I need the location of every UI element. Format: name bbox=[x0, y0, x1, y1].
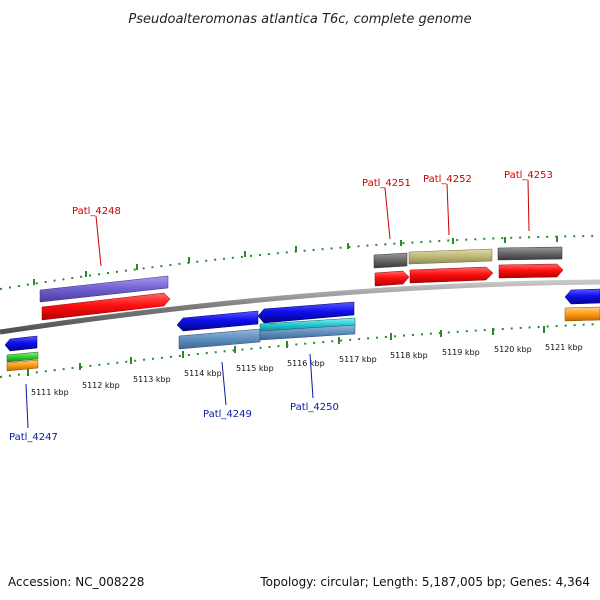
cds-patl-4248[interactable] bbox=[41, 292, 171, 321]
tick-label: 5112 kbp bbox=[82, 381, 120, 390]
gene-patl-4247-orange[interactable] bbox=[6, 359, 39, 372]
tick-label: 5121 kbp bbox=[545, 343, 583, 352]
tick-label: 5115 kbp bbox=[236, 364, 274, 373]
gene-label-patl-4249[interactable]: Patl_4249 bbox=[203, 409, 252, 420]
tick-label: 5114 kbp bbox=[184, 369, 222, 378]
tick-label: 5119 kbp bbox=[442, 348, 480, 357]
upper-major-ticks bbox=[33, 236, 558, 285]
tick-label: 5117 kbp bbox=[339, 355, 377, 364]
gene-label-patl-4253[interactable]: Patl_4253 bbox=[504, 170, 553, 181]
tick-label: 5113 kbp bbox=[133, 375, 171, 384]
gene-right-edge-orange[interactable] bbox=[564, 306, 600, 322]
gene-patl-4252[interactable] bbox=[408, 248, 493, 265]
cds-patl-4252[interactable] bbox=[409, 266, 494, 284]
genome-summary-text: Topology: circular; Length: 5,187,005 bp… bbox=[259, 575, 590, 589]
gene-label-patl-4250[interactable]: Patl_4250 bbox=[290, 402, 339, 413]
cds-patl-4253[interactable] bbox=[498, 263, 564, 279]
tick-label: 5111 kbp bbox=[31, 388, 69, 397]
gene-patl-4249[interactable] bbox=[178, 328, 261, 350]
gene-patl-4247-green[interactable] bbox=[6, 351, 39, 363]
cds-patl-4250[interactable] bbox=[257, 301, 355, 324]
accession-text: Accession: NC_008228 bbox=[8, 575, 144, 589]
cds-patl-4249[interactable] bbox=[176, 310, 259, 332]
gene-label-patl-4248[interactable]: Patl_4248 bbox=[72, 206, 121, 217]
gene-label-patl-4252[interactable]: Patl_4252 bbox=[423, 174, 472, 185]
map-title: Pseudoalteromonas atlantica T6c, complet… bbox=[128, 12, 471, 27]
genome-backbone bbox=[0, 279, 600, 335]
gene-patl-4250[interactable] bbox=[259, 324, 356, 341]
tick-label: 5118 kbp bbox=[390, 351, 428, 360]
reverse-gene-labels: Patl_4247 Patl_4249 Patl_4250 bbox=[9, 353, 339, 443]
tick-label: 5120 kbp bbox=[494, 345, 532, 354]
cds-right-edge[interactable] bbox=[564, 288, 600, 305]
gene-patl-4253[interactable] bbox=[497, 246, 563, 261]
gene-patl-4248[interactable] bbox=[39, 275, 169, 303]
forward-gene-labels: Patl_4248 Patl_4251 Patl_4252 Patl_4253 bbox=[72, 170, 553, 267]
upper-tick-track bbox=[0, 235, 600, 290]
gene-patl-4251[interactable] bbox=[373, 252, 408, 269]
tick-label: 5116 kbp bbox=[287, 359, 325, 368]
gene-label-patl-4247[interactable]: Patl_4247 bbox=[9, 432, 58, 443]
lower-tick-track bbox=[0, 323, 600, 378]
cds-patl-4251[interactable] bbox=[374, 270, 410, 287]
cds-patl-4247[interactable] bbox=[4, 335, 38, 352]
gene-label-patl-4251[interactable]: Patl_4251 bbox=[362, 178, 411, 189]
lower-major-ticks bbox=[27, 326, 545, 376]
tick-labels: 5111 kbp 5112 kbp 5113 kbp 5114 kbp 5115… bbox=[31, 343, 583, 397]
